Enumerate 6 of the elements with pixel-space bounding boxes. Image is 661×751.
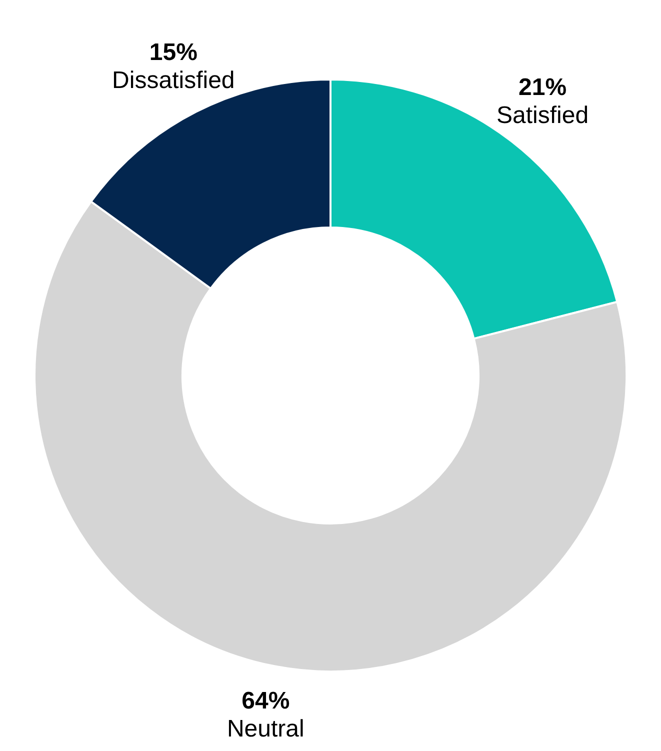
slice-label: Neutral bbox=[226, 715, 304, 742]
slice-label: Satisfied bbox=[496, 102, 589, 130]
data-label: 15% bbox=[149, 39, 198, 66]
slice-label: Dissatisfied bbox=[112, 67, 235, 94]
data-label: 64% bbox=[242, 687, 290, 714]
data-label: 21% bbox=[518, 74, 567, 102]
